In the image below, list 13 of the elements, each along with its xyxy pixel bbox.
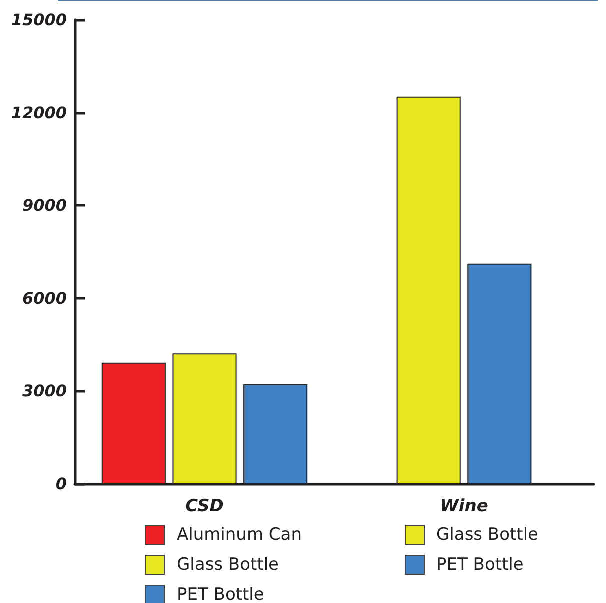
y-tick-label: 12000 [11,103,67,122]
y-tick-label: 6000 [22,288,67,308]
legend-label: Glass Bottle [436,525,539,545]
y-tick-label: 15000 [11,10,67,30]
x-tick-label: Wine [440,496,488,516]
x-tick-label: CSD [186,496,224,516]
y-tick-label: 9000 [22,196,67,216]
legend-label: Glass Bottle [177,555,280,575]
legend-label: PET Bottle [436,555,524,575]
legend-label: Aluminum Can [177,525,302,545]
legend-label: PET Bottle [177,585,264,603]
y-tick-label: 3000 [22,382,67,401]
y-tick-label: 0 [56,474,67,494]
